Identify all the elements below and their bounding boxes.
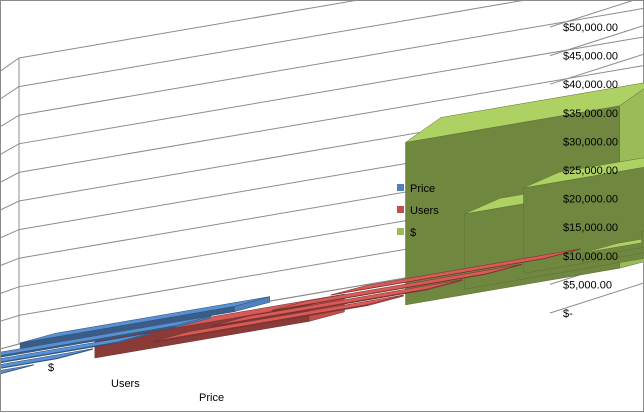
series-axis-label: Users: [111, 378, 140, 390]
y-tick-label: $10,000.00: [563, 251, 618, 263]
y-tick-label: $50,000.00: [563, 22, 618, 34]
bar-Price-4: [1, 349, 93, 396]
y-tick-label: $25,000.00: [563, 165, 618, 177]
y-tick-label: $40,000.00: [563, 79, 618, 91]
y-tick-label: $45,000.00: [563, 51, 618, 63]
y-tick-label: $35,000.00: [563, 108, 618, 120]
svg-text:Price: Price: [410, 183, 435, 195]
svg-text:Users: Users: [410, 205, 439, 217]
series-axis-label: Price: [199, 392, 224, 404]
svg-text:$: $: [410, 227, 416, 239]
y-tick-label: $-: [563, 308, 573, 320]
y-tick-label: $20,000.00: [563, 194, 618, 206]
y-tick-label: $5,000.00: [563, 279, 612, 291]
legend-item: Users: [397, 205, 439, 217]
bar-Price-5: [1, 365, 34, 411]
series-axis-label: $: [48, 362, 54, 374]
y-tick-label: $30,000.00: [563, 136, 618, 148]
legend-item: Price: [397, 183, 435, 195]
y-tick-label: $15,000.00: [563, 222, 618, 234]
series-axis-labels: Price Users $: [48, 362, 224, 404]
